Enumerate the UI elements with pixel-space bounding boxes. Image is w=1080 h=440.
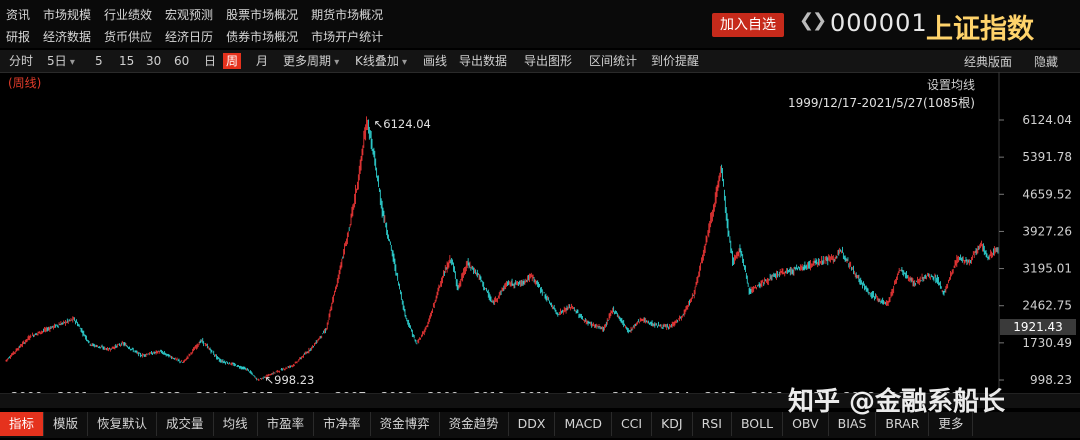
indicator-tab-4[interactable]: 均线	[214, 412, 258, 436]
indicator-tab-bar: 指标 模版 恢复默认 成交量 均线 市盈率 市净率 资金博弈 资金趋势 DDX MACD CCI KDJ…	[0, 412, 1080, 438]
nav-link-2-0[interactable]: 研报	[6, 30, 31, 44]
indicator-tab-6[interactable]: 市净率	[314, 412, 371, 436]
hide-button[interactable]: 隐藏	[1034, 55, 1059, 69]
nav-link-2-5[interactable]: 市场开户统计	[311, 30, 384, 44]
toolbar-item-0[interactable]: 分时	[9, 54, 34, 68]
indicator-tab-7[interactable]: 资金博弈	[371, 412, 440, 436]
nav-link-1-5[interactable]: 期货市场概况	[311, 8, 384, 22]
y-tick-label: 3195.01	[1022, 262, 1072, 276]
indicator-tab-13[interactable]: RSI	[693, 412, 732, 436]
nav-row-2: 研报 经济数据 货币供应 经济日历 债券市场概况 市场开户统计	[6, 28, 396, 45]
prev-arrow-icon[interactable]: ❮	[799, 10, 815, 31]
set-moving-average-dropdown[interactable]: 设置均线	[927, 78, 976, 92]
y-tick-label: 998.23	[1030, 373, 1072, 387]
x-tick-label: 2003	[150, 389, 182, 393]
indicator-tab-9[interactable]: DDX	[509, 412, 556, 436]
x-tick-label: 2015	[705, 389, 737, 393]
x-tick-label: 2012	[566, 389, 598, 393]
y-tick-label: 4659.52	[1022, 187, 1072, 201]
date-range-label: 1999/12/17-2021/5/27(1085根)	[788, 96, 975, 110]
index-code: 000001	[830, 9, 928, 37]
indicator-tab-18[interactable]: 更多	[929, 412, 974, 436]
toolbar-item-4[interactable]: 30	[146, 54, 162, 68]
x-tick-label: 2013	[612, 389, 644, 393]
y-tick-label: 1730.49	[1022, 336, 1072, 350]
x-tick-label: 2019	[890, 389, 922, 393]
toolbar-item-14[interactable]: 区间统计	[589, 54, 638, 68]
indicator-tab-14[interactable]: BOLL	[732, 412, 784, 436]
toolbar-item-9[interactable]: 更多周期	[280, 53, 342, 69]
toolbar-item-11[interactable]: 画线	[423, 54, 448, 68]
x-tick-label: 2014	[658, 389, 690, 393]
x-tick-label: 2002	[103, 389, 135, 393]
toolbar-item-12[interactable]: 导出数据	[459, 54, 508, 68]
x-tick-label: 2020	[936, 389, 968, 393]
x-tick-label: 2001	[57, 389, 89, 393]
x-tick-label: 2007	[335, 389, 367, 393]
indicator-tab-17[interactable]: BRAR	[876, 412, 930, 436]
x-tick-label: 2011	[520, 389, 552, 393]
y-tick-label: 2462.75	[1022, 299, 1072, 313]
indicator-tab-11[interactable]: CCI	[612, 412, 653, 436]
price-annotation: ↖6124.04	[374, 117, 431, 131]
nav-link-2-1[interactable]: 经济数据	[43, 30, 92, 44]
y-tick-label: 6124.04	[1022, 113, 1072, 127]
price-annotation: ↖998.23	[265, 373, 315, 387]
indicator-tab-8[interactable]: 资金趋势	[440, 412, 509, 436]
indicator-tab-12[interactable]: KDJ	[652, 412, 693, 436]
top-navigation: 资讯 市场规模 行业绩效 宏观预测 股票市场概况 期货市场概况 研报 经济数据 货币供应 经济日…	[0, 0, 1080, 48]
nav-link-1-2[interactable]: 行业绩效	[104, 8, 153, 22]
indicator-tab-16[interactable]: BIAS	[829, 412, 877, 436]
x-tick-label: 2018	[843, 389, 875, 393]
index-name: 上证指数	[926, 14, 1034, 45]
indicator-tab-0[interactable]: 指标	[0, 412, 45, 436]
x-tick-label: 2008	[381, 389, 413, 393]
toolbar-item-5[interactable]: 60	[174, 54, 190, 68]
timeline-scrollbar[interactable]	[0, 393, 1080, 408]
indicator-tab-2[interactable]: 恢复默认	[88, 412, 158, 436]
nav-link-1-1[interactable]: 市场规模	[43, 8, 92, 22]
toolbar-item-7[interactable]: 周	[223, 53, 242, 69]
x-tick-label: 2006	[288, 389, 320, 393]
x-tick-label: 2009	[427, 389, 459, 393]
classic-layout-button[interactable]: 经典版面	[964, 55, 1013, 69]
current-price-badge: 1921.43	[1000, 319, 1076, 335]
indicator-tab-15[interactable]: OBV	[783, 412, 829, 436]
nav-link-1-3[interactable]: 宏观预测	[165, 8, 214, 22]
x-tick-label: 2000	[11, 389, 43, 393]
add-to-watchlist-button[interactable]: 加入自选	[712, 13, 784, 37]
x-tick-label: 2004	[196, 389, 228, 393]
x-tick-label: 2017	[797, 389, 829, 393]
period-label: (周线)	[8, 76, 42, 90]
y-tick-label: 3927.26	[1022, 224, 1072, 238]
toolbar-item-13[interactable]: 导出图形	[524, 54, 573, 68]
nav-link-1-0[interactable]: 资讯	[6, 8, 31, 22]
toolbar-item-3[interactable]: 15	[119, 54, 135, 68]
toolbar-item-1[interactable]: 5日	[44, 53, 78, 69]
nav-link-2-2[interactable]: 货币供应	[104, 30, 153, 44]
nav-link-2-4[interactable]: 债券市场概况	[226, 30, 299, 44]
x-tick-label: 2016	[751, 389, 783, 393]
toolbar-item-8[interactable]: 月	[256, 54, 269, 68]
indicator-tab-1[interactable]: 模版	[44, 412, 89, 436]
nav-link-2-3[interactable]: 经济日历	[165, 30, 214, 44]
watermark: 知乎 @金融系船长	[788, 387, 1006, 417]
toolbar-item-6[interactable]: 日	[204, 54, 217, 68]
kline-chart[interactable]: 6124.04 5391.78 4659.52 3927.26 3195.01 2462.…	[0, 72, 1080, 393]
x-tick-label: 2010	[473, 389, 505, 393]
nav-link-1-4[interactable]: 股票市场概况	[226, 8, 299, 22]
indicator-tab-5[interactable]: 市盈率	[258, 412, 315, 436]
x-tick-label: 2005	[242, 389, 274, 393]
indicator-tab-10[interactable]: MACD	[555, 412, 612, 436]
toolbar-item-10[interactable]: K线叠加	[352, 53, 410, 69]
nav-row-1: 资讯 市场规模 行业绩效 宏观预测 股票市场概况 期货市场概况	[6, 6, 396, 23]
toolbar-item-15[interactable]: 到价提醒	[651, 54, 700, 68]
y-tick-label: 5391.78	[1022, 150, 1072, 164]
indicator-tab-3[interactable]: 成交量	[157, 412, 214, 436]
next-arrow-icon[interactable]: ❯	[812, 10, 828, 31]
toolbar-item-2[interactable]: 5	[95, 54, 103, 68]
